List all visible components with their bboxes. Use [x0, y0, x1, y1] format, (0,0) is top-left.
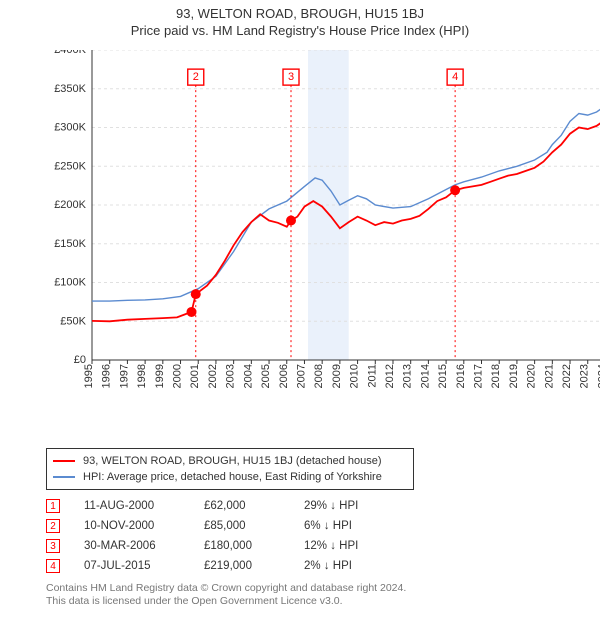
svg-text:3: 3	[288, 71, 294, 83]
figure-root: 93, WELTON ROAD, BROUGH, HU15 1BJ Price …	[0, 0, 600, 620]
svg-text:2014: 2014	[419, 364, 431, 388]
titles: 93, WELTON ROAD, BROUGH, HU15 1BJ Price …	[0, 0, 600, 38]
svg-text:4: 4	[452, 71, 458, 83]
svg-text:2010: 2010	[349, 364, 361, 388]
svg-text:£350K: £350K	[54, 83, 86, 95]
svg-text:2005: 2005	[260, 364, 272, 388]
event-price: £62,000	[204, 500, 304, 512]
svg-text:1995: 1995	[83, 364, 95, 388]
event-row: 4 07-JUL-2015 £219,000 2% ↓ HPI	[46, 556, 424, 576]
event-marker-3: 3	[46, 539, 60, 553]
svg-text:1999: 1999	[154, 364, 166, 388]
event-date: 10-NOV-2000	[84, 520, 204, 532]
svg-text:2023: 2023	[579, 364, 591, 388]
svg-text:1996: 1996	[101, 364, 113, 388]
svg-text:£300K: £300K	[54, 122, 86, 134]
svg-text:1997: 1997	[118, 364, 130, 388]
svg-text:£250K: £250K	[54, 160, 86, 172]
event-date: 11-AUG-2000	[84, 500, 204, 512]
attribution: Contains HM Land Registry data © Crown c…	[46, 582, 406, 608]
legend-label-1: 93, WELTON ROAD, BROUGH, HU15 1BJ (detac…	[83, 455, 382, 467]
event-delta: 2% ↓ HPI	[304, 560, 424, 572]
event-marker-4: 4	[46, 559, 60, 573]
title-line-2: Price paid vs. HM Land Registry's House …	[0, 23, 600, 38]
event-row: 1 11-AUG-2000 £62,000 29% ↓ HPI	[46, 496, 424, 516]
svg-text:2012: 2012	[384, 364, 396, 388]
svg-text:2017: 2017	[473, 364, 485, 388]
svg-text:2002: 2002	[207, 364, 219, 388]
svg-text:2: 2	[193, 71, 199, 83]
svg-text:2003: 2003	[225, 364, 237, 388]
attribution-line-2: This data is licensed under the Open Gov…	[46, 595, 406, 608]
chart-area: £0£50K£100K£150K£200K£250K£300K£350K£400…	[46, 50, 586, 400]
svg-text:£100K: £100K	[54, 277, 86, 289]
event-price: £180,000	[204, 540, 304, 552]
events-table: 1 11-AUG-2000 £62,000 29% ↓ HPI 2 10-NOV…	[46, 496, 424, 576]
attribution-line-1: Contains HM Land Registry data © Crown c…	[46, 582, 406, 595]
legend-row-series-2: HPI: Average price, detached house, East…	[53, 469, 407, 485]
svg-text:2008: 2008	[313, 364, 325, 388]
svg-text:2007: 2007	[295, 364, 307, 388]
svg-text:£50K: £50K	[60, 315, 86, 327]
svg-text:2004: 2004	[242, 364, 254, 388]
svg-text:2006: 2006	[278, 364, 290, 388]
event-date: 07-JUL-2015	[84, 560, 204, 572]
event-delta: 6% ↓ HPI	[304, 520, 424, 532]
svg-text:2013: 2013	[402, 364, 414, 388]
svg-text:2000: 2000	[172, 364, 184, 388]
event-marker-2: 2	[46, 519, 60, 533]
event-row: 2 10-NOV-2000 £85,000 6% ↓ HPI	[46, 516, 424, 536]
svg-text:2024: 2024	[596, 364, 600, 388]
svg-text:£200K: £200K	[54, 199, 86, 211]
svg-text:2001: 2001	[189, 364, 201, 388]
svg-text:2022: 2022	[561, 364, 573, 388]
legend-label-2: HPI: Average price, detached house, East…	[83, 471, 382, 483]
svg-text:2009: 2009	[331, 364, 343, 388]
legend-box: 93, WELTON ROAD, BROUGH, HU15 1BJ (detac…	[46, 448, 414, 490]
legend-swatch-1	[53, 460, 75, 462]
svg-text:1998: 1998	[136, 364, 148, 388]
event-delta: 29% ↓ HPI	[304, 500, 424, 512]
svg-text:£150K: £150K	[54, 238, 86, 250]
event-date: 30-MAR-2006	[84, 540, 204, 552]
svg-text:2021: 2021	[543, 364, 555, 388]
legend-row-series-1: 93, WELTON ROAD, BROUGH, HU15 1BJ (detac…	[53, 453, 407, 469]
event-delta: 12% ↓ HPI	[304, 540, 424, 552]
legend-swatch-2	[53, 476, 75, 478]
event-price: £219,000	[204, 560, 304, 572]
svg-text:2015: 2015	[437, 364, 449, 388]
title-line-1: 93, WELTON ROAD, BROUGH, HU15 1BJ	[0, 6, 600, 21]
event-price: £85,000	[204, 520, 304, 532]
event-row: 3 30-MAR-2006 £180,000 12% ↓ HPI	[46, 536, 424, 556]
svg-text:2011: 2011	[366, 364, 378, 388]
event-marker-1: 1	[46, 499, 60, 513]
svg-text:2018: 2018	[490, 364, 502, 388]
chart-svg: £0£50K£100K£150K£200K£250K£300K£350K£400…	[46, 50, 600, 400]
svg-text:2020: 2020	[526, 364, 538, 388]
svg-text:£400K: £400K	[54, 50, 86, 56]
svg-text:2016: 2016	[455, 364, 467, 388]
svg-text:2019: 2019	[508, 364, 520, 388]
